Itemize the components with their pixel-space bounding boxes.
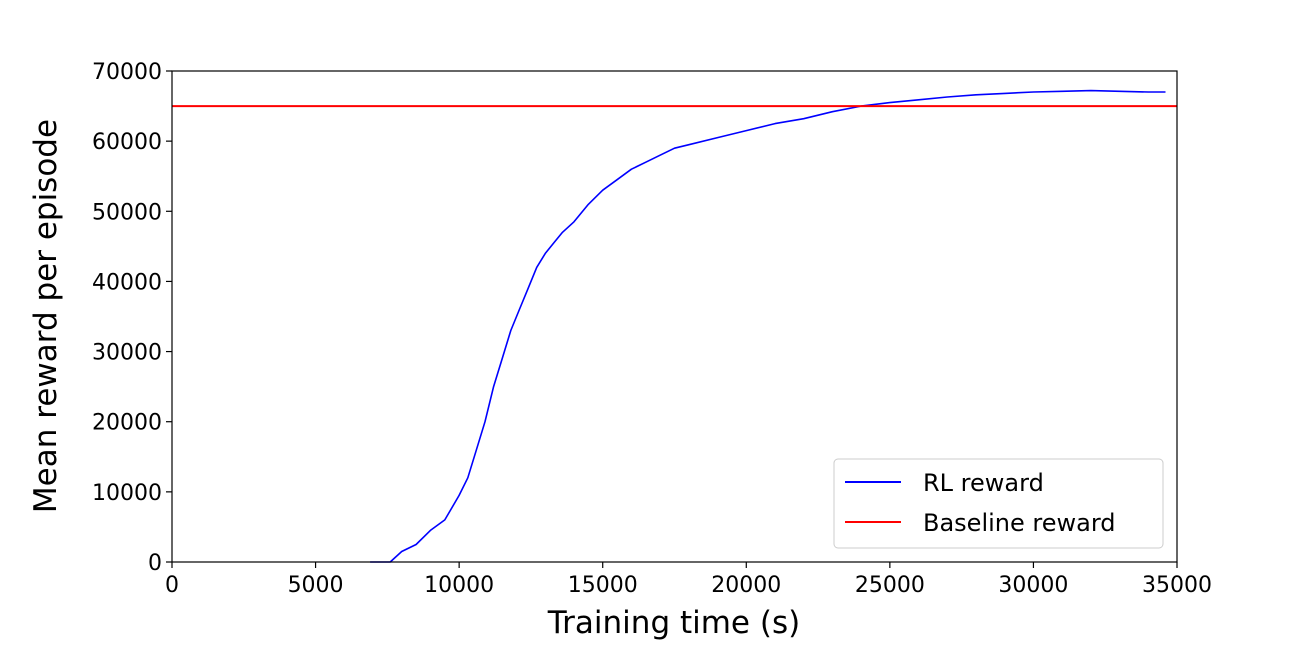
y-axis-ticks: 0 10000 20000 30000 40000 50000 60000 70000	[92, 60, 172, 576]
series-line-rl-reward	[370, 89, 1166, 563]
y-tick-label: 50000	[92, 200, 162, 225]
y-tick-label: 60000	[92, 130, 162, 155]
plot-frame	[171, 70, 1178, 563]
legend: RL reward Baseline reward	[833, 458, 1164, 549]
y-tick-label: 40000	[92, 270, 162, 295]
series-layer	[172, 89, 1177, 563]
x-axis-ticks: 0 5000 10000 15000 20000 25000 30000 35000	[165, 562, 1212, 598]
y-tick-label: 30000	[92, 341, 162, 366]
x-tick-label: 5000	[288, 573, 344, 598]
legend-label-rl-reward: RL reward	[923, 469, 1044, 497]
y-axis-title: Mean reward per episode	[28, 119, 64, 513]
y-tick-label: 70000	[92, 60, 162, 85]
x-tick-label: 25000	[855, 573, 925, 598]
x-tick-label: 20000	[711, 573, 781, 598]
y-tick-label: 10000	[92, 481, 162, 506]
legend-frame	[833, 458, 1164, 549]
y-tick-label: 0	[148, 551, 162, 576]
legend-label-baseline-reward: Baseline reward	[923, 509, 1116, 537]
x-tick-label: 30000	[998, 573, 1068, 598]
x-tick-label: 35000	[1142, 573, 1212, 598]
x-tick-label: 0	[165, 573, 179, 598]
x-tick-label: 10000	[424, 573, 494, 598]
x-axis-title: Training time (s)	[547, 605, 800, 641]
y-tick-label: 20000	[92, 411, 162, 436]
x-tick-label: 15000	[568, 573, 638, 598]
